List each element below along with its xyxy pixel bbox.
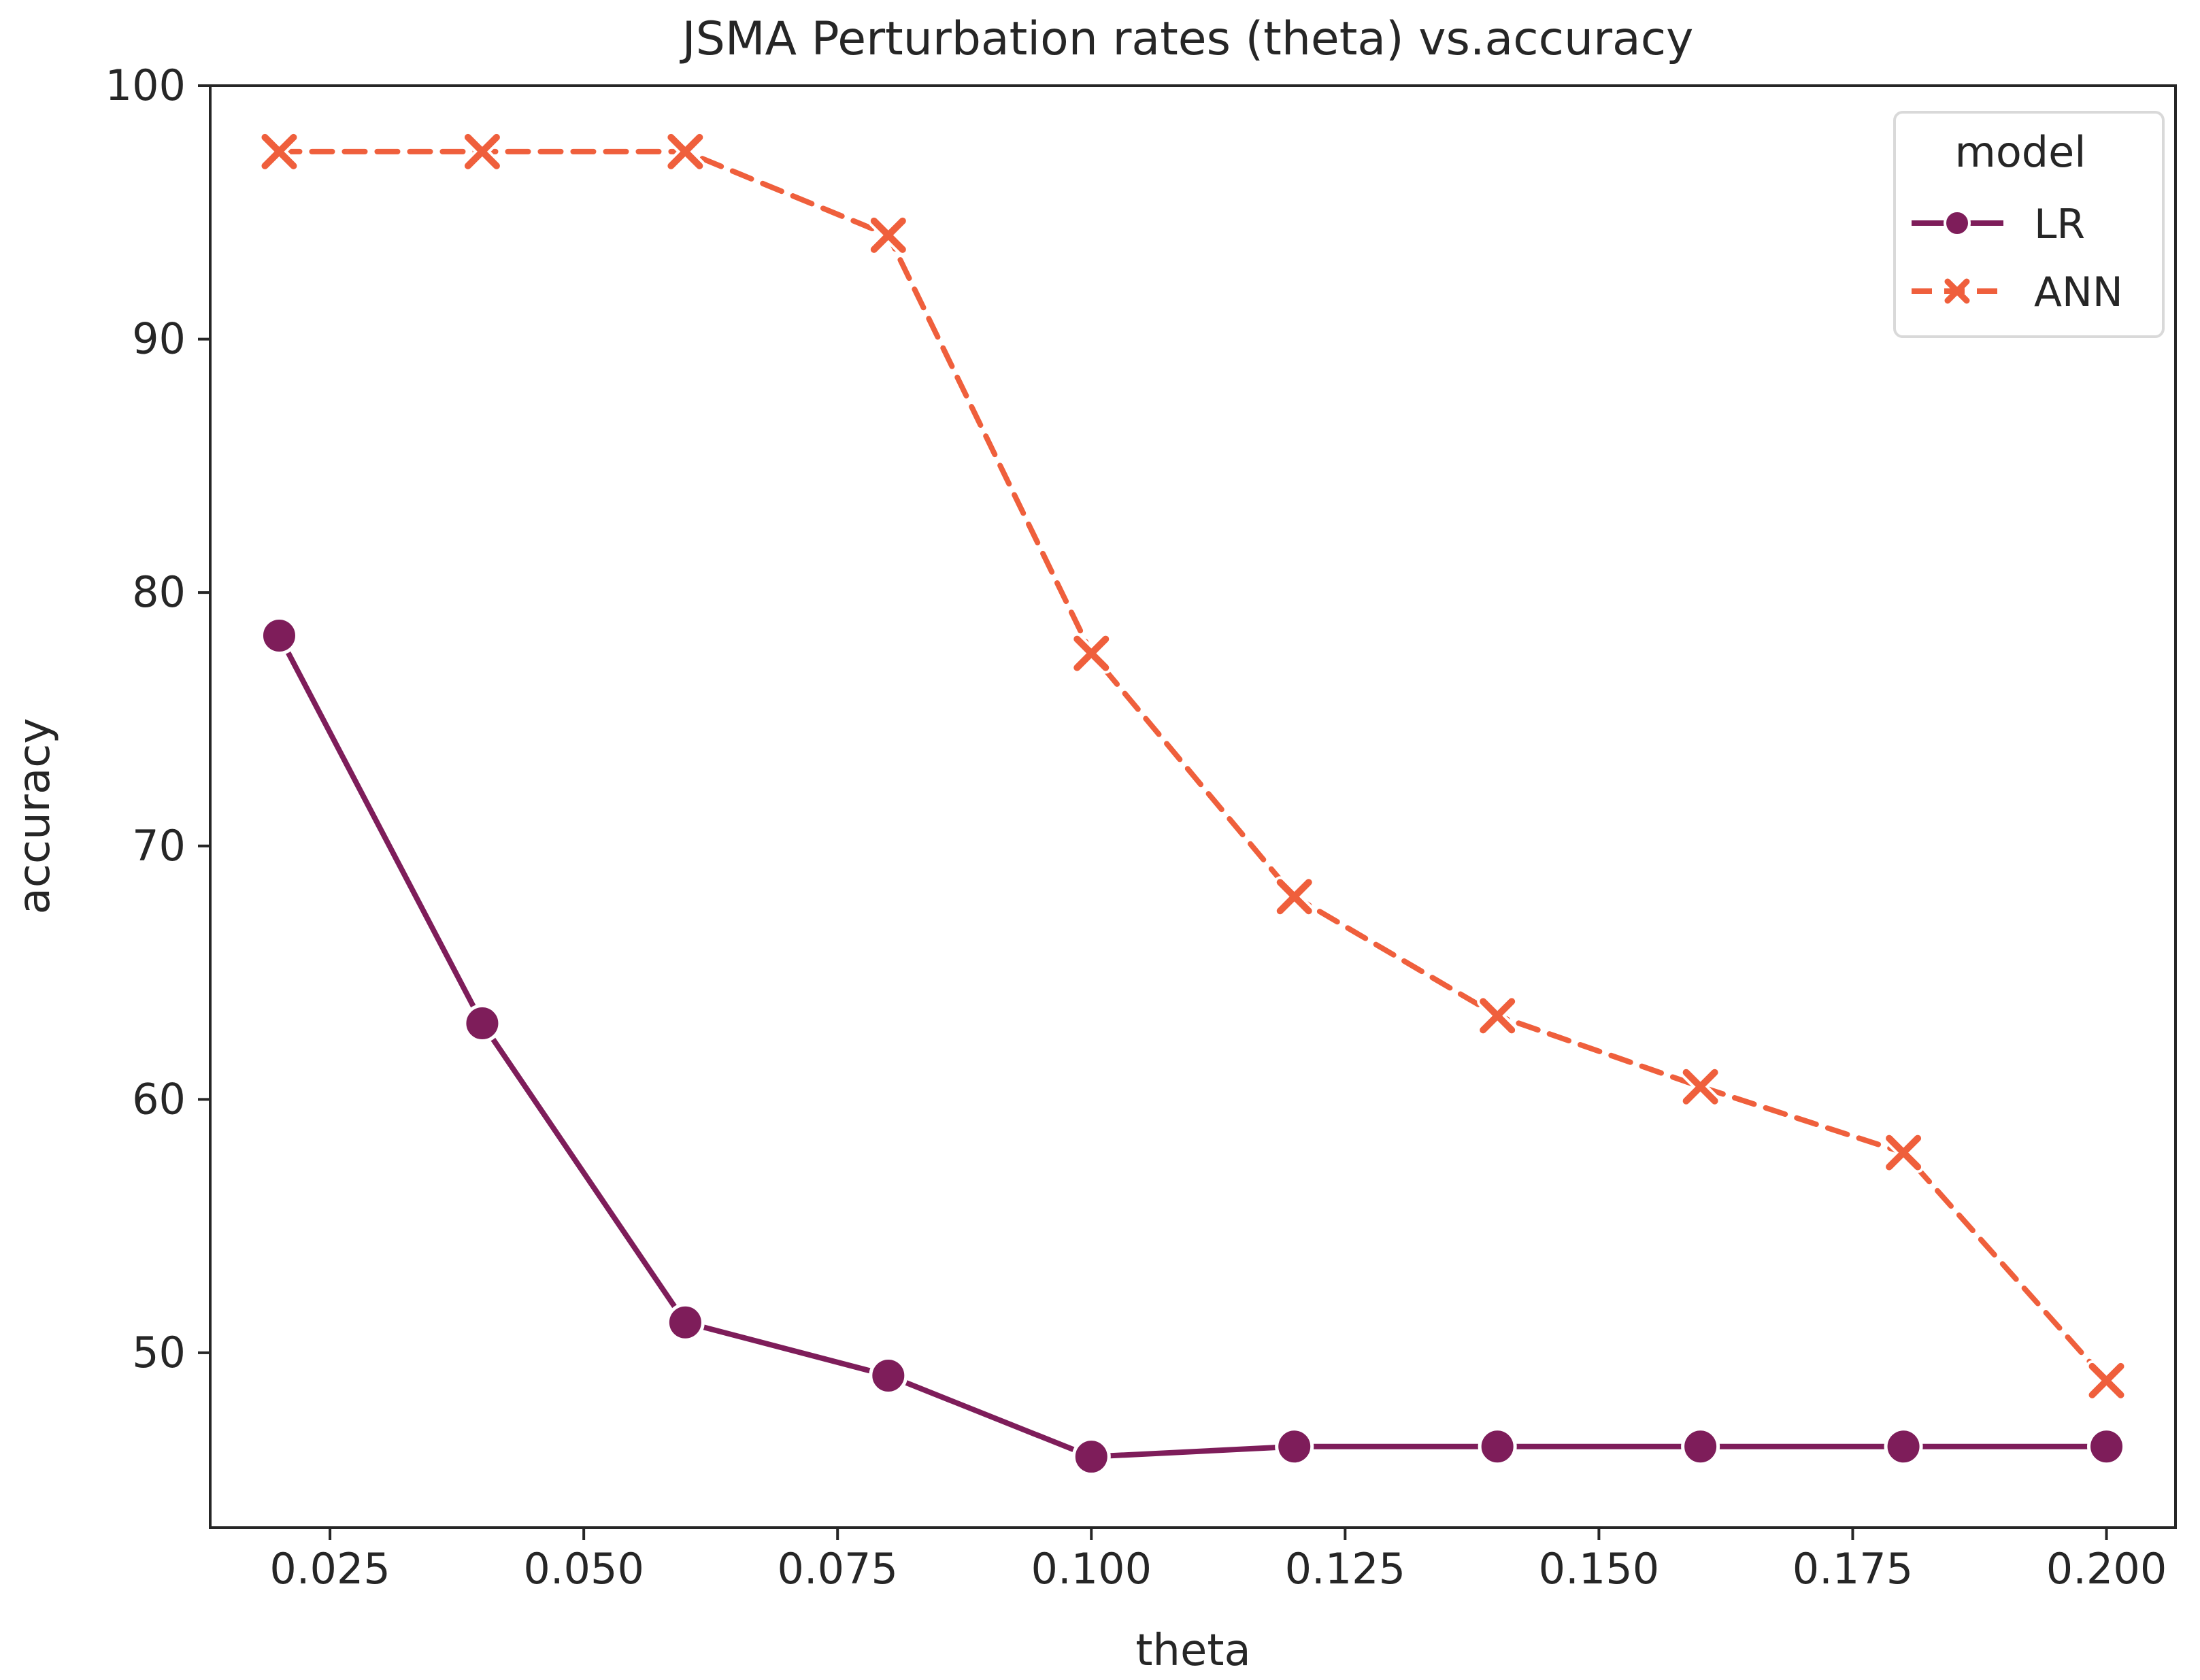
y-tick-label: 70 (132, 821, 186, 871)
data-point-lr (665, 1303, 705, 1342)
data-point-ann (1883, 1132, 1924, 1173)
y-tick-label: 90 (132, 314, 186, 364)
series-line-lr (276, 633, 2110, 1460)
data-point-ann (2086, 1360, 2127, 1401)
x-tick-label: 0.100 (1031, 1544, 1152, 1594)
x-tick-label: 0.075 (777, 1544, 898, 1594)
data-point-lr (2087, 1427, 2127, 1466)
data-point-ann (665, 131, 706, 172)
data-point-lr (1071, 1437, 1111, 1477)
x-tick-label: 0.025 (269, 1544, 390, 1594)
data-point-lr (463, 1004, 502, 1043)
legend: model LR ANN (1893, 111, 2165, 338)
data-point-ann (259, 131, 300, 172)
plot-frame (209, 84, 2177, 1529)
x-tick-label: 0.150 (1539, 1544, 1660, 1594)
legend-title: model (1954, 127, 2086, 177)
data-point-ann (867, 214, 909, 256)
data-point-lr (1275, 1427, 1314, 1466)
y-axis-label: accuracy (10, 718, 60, 915)
series-markers (259, 131, 2127, 1477)
data-point-ann (461, 131, 503, 172)
data-point-lr (1478, 1427, 1517, 1466)
x-axis-label: theta (1135, 1626, 1250, 1676)
data-point-lr (1884, 1427, 1923, 1466)
data-point-ann (1477, 995, 1518, 1037)
y-tick-label: 50 (132, 1328, 186, 1377)
data-point-lr (259, 616, 299, 656)
data-point-lr (869, 1356, 908, 1395)
legend-item-ann: ANN (1912, 269, 2123, 316)
x-tick-label: 0.125 (1285, 1544, 1406, 1594)
data-point-ann (1273, 876, 1315, 918)
legend-box (1893, 111, 2165, 338)
y-tick-label: 80 (132, 567, 186, 617)
series-lines (276, 148, 2110, 1460)
chart-title: JSMA Perturbation rates (theta) vs.accur… (680, 12, 1694, 66)
y-tick-label: 60 (132, 1074, 186, 1124)
series-line-ann (276, 148, 2110, 1383)
x-tick-label: 0.175 (1793, 1544, 1914, 1594)
data-point-ann (1680, 1066, 1721, 1107)
legend-item-lr: LR (1912, 201, 2085, 248)
legend-label-ann: ANN (2034, 269, 2123, 316)
legend-marker-lr (1944, 209, 1971, 237)
legend-marker-ann (1944, 278, 1970, 304)
axes (209, 84, 2177, 1529)
legend-label-lr: LR (2034, 201, 2085, 248)
x-tick-label: 0.200 (2046, 1544, 2167, 1594)
x-tick-label: 0.050 (523, 1544, 644, 1594)
data-point-ann (1071, 633, 1112, 674)
y-tick-label: 100 (105, 61, 186, 110)
tick-marks: 0.025 0.050 0.075 0.100 0.125 0.150 0.175 0.200… (105, 61, 2167, 1594)
data-point-lr (1681, 1427, 1720, 1466)
